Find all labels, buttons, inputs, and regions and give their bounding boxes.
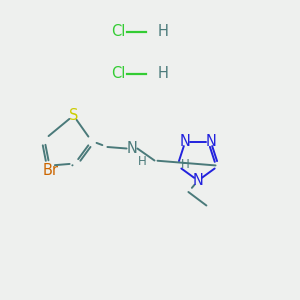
Text: Cl: Cl	[112, 24, 126, 39]
Text: H: H	[181, 158, 190, 171]
Text: Br: Br	[43, 163, 58, 178]
Text: H: H	[158, 24, 168, 39]
Text: N: N	[193, 173, 203, 188]
Text: S: S	[69, 108, 78, 123]
Text: H: H	[158, 66, 168, 81]
Text: N: N	[180, 134, 191, 149]
Text: N: N	[127, 141, 137, 156]
Text: N: N	[205, 134, 216, 149]
Text: H: H	[137, 155, 146, 168]
Text: Cl: Cl	[112, 66, 126, 81]
